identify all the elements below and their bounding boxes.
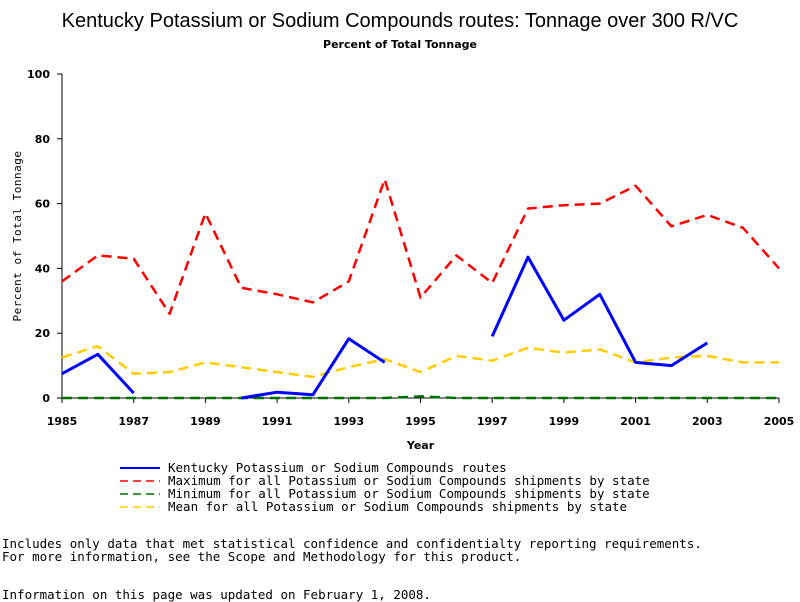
footnote-confidence: Includes only data that met statistical … bbox=[2, 536, 702, 551]
x-tick-label: 1997 bbox=[477, 415, 508, 428]
update-notice: Information on this page was updated on … bbox=[2, 587, 431, 602]
series-line bbox=[61, 178, 780, 316]
series-line bbox=[241, 337, 386, 400]
series-2 bbox=[62, 395, 779, 400]
x-tick-label: 2003 bbox=[692, 415, 723, 428]
x-tick-label: 1985 bbox=[47, 415, 78, 428]
y-tick-label: 80 bbox=[35, 133, 51, 146]
series-line bbox=[61, 344, 779, 379]
x-tick-label: 1999 bbox=[549, 415, 580, 428]
legend-label: Minimum for all Potassium or Sodium Comp… bbox=[168, 486, 650, 501]
series-line bbox=[62, 395, 779, 400]
series-0 bbox=[61, 255, 709, 400]
series-3 bbox=[61, 344, 779, 379]
y-tick-label: 20 bbox=[35, 327, 51, 340]
series-1 bbox=[61, 178, 780, 316]
x-tick-label: 2005 bbox=[764, 415, 795, 428]
axes: 0 20 40 60 80 100 1985 1987 1989 1991 1993 1995 1997… bbox=[11, 68, 794, 452]
y-tick-label: 60 bbox=[35, 198, 51, 211]
chart-subtitle: Percent of Total Tonnage bbox=[323, 38, 477, 51]
y-tick-label: 100 bbox=[27, 68, 50, 81]
y-tick-label: 0 bbox=[42, 392, 50, 405]
legend: Kentucky Potassium or Sodium Compounds r… bbox=[120, 460, 650, 514]
x-tick-label: 1987 bbox=[118, 415, 149, 428]
footnote-methodology: For more information, see the Scope and … bbox=[2, 549, 522, 564]
legend-label: Maximum for all Potassium or Sodium Comp… bbox=[168, 473, 650, 488]
legend-label: Mean for all Potassium or Sodium Compoun… bbox=[168, 499, 627, 514]
x-tick-label: 1989 bbox=[190, 415, 221, 428]
y-axis-label: Percent of Total Tonnage bbox=[11, 151, 24, 322]
x-tick-label: 1995 bbox=[405, 415, 436, 428]
y-tick-label: 40 bbox=[35, 262, 51, 275]
legend-label: Kentucky Potassium or Sodium Compounds r… bbox=[168, 460, 507, 475]
x-axis-label: Year bbox=[406, 439, 435, 452]
chart-title: Kentucky Potassium or Sodium Compounds r… bbox=[61, 10, 739, 32]
series-line bbox=[61, 352, 135, 395]
x-tick-label: 2001 bbox=[620, 415, 651, 428]
x-tick-label: 1991 bbox=[262, 415, 293, 428]
x-tick-label: 1993 bbox=[333, 415, 364, 428]
series-line bbox=[490, 255, 709, 368]
series-layer bbox=[61, 178, 780, 400]
